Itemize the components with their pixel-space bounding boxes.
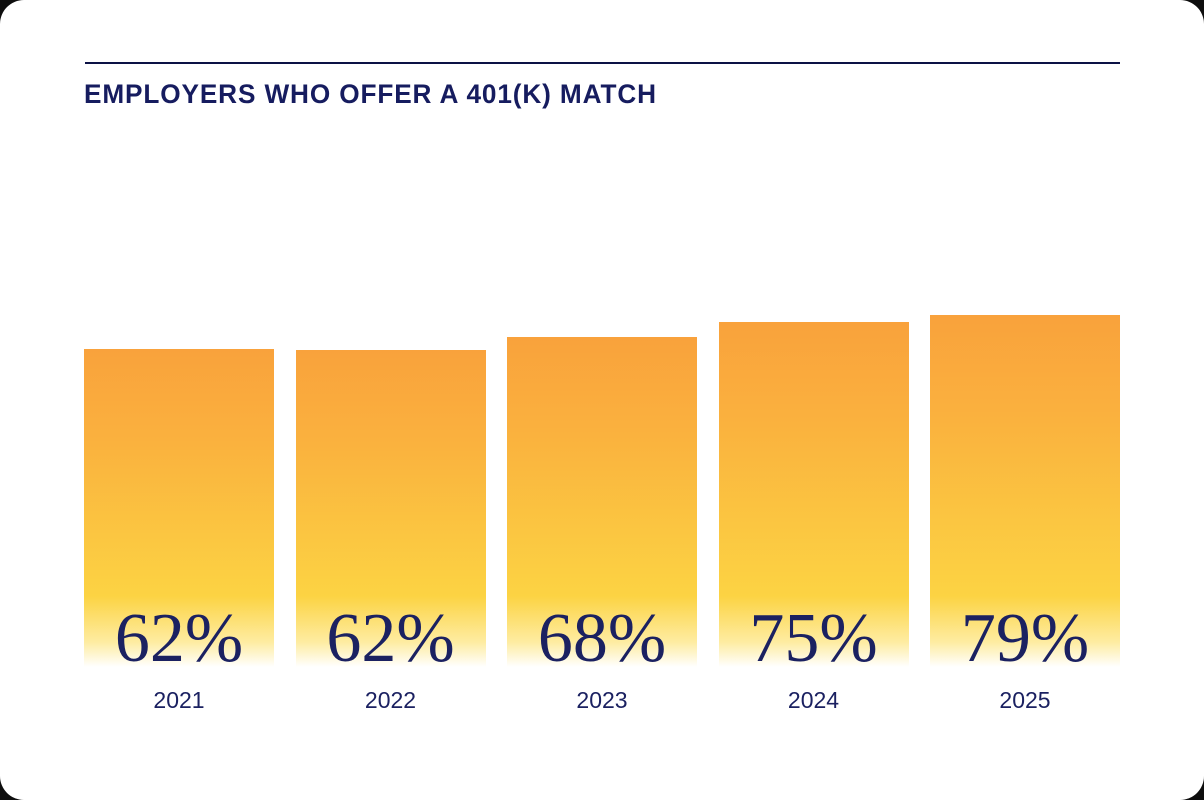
bar-value-label-2024: 75%: [749, 600, 878, 677]
bar-2024: [718, 322, 909, 672]
bar-value-label-2021: 62%: [114, 600, 244, 677]
x-axis-label-2021: 2021: [153, 687, 205, 713]
bar-group-2023: 68% 2023: [507, 337, 697, 712]
bar-2021: [84, 349, 274, 672]
header-rule: [85, 62, 1120, 64]
x-axis-label-2025: 2025: [999, 687, 1051, 713]
bar-group-2025: 79% 2025: [930, 315, 1120, 712]
bar-group-2022: 62% 2022: [295, 350, 486, 712]
x-axis-label-2022: 2022: [364, 687, 417, 713]
bar-value-label-2023: 68%: [537, 600, 667, 677]
bar-chart: 62% 2021 62% 2022 68% 2023 75% 2024 79% …: [84, 315, 1120, 712]
x-axis-label-2024: 2024: [787, 687, 840, 713]
bar-group-2024: 75% 2024: [718, 322, 909, 712]
bar-2025: [930, 315, 1120, 672]
bar-2023: [507, 337, 697, 672]
bar-value-label-2025: 79%: [960, 600, 1090, 677]
bar-2022: [295, 350, 486, 672]
chart-title: EMPLOYERS WHO OFFER A 401(K) MATCH: [84, 79, 657, 109]
x-axis-label-2023: 2023: [576, 687, 628, 713]
bar-value-label-2022: 62%: [326, 600, 455, 677]
bar-group-2021: 62% 2021: [84, 349, 274, 712]
